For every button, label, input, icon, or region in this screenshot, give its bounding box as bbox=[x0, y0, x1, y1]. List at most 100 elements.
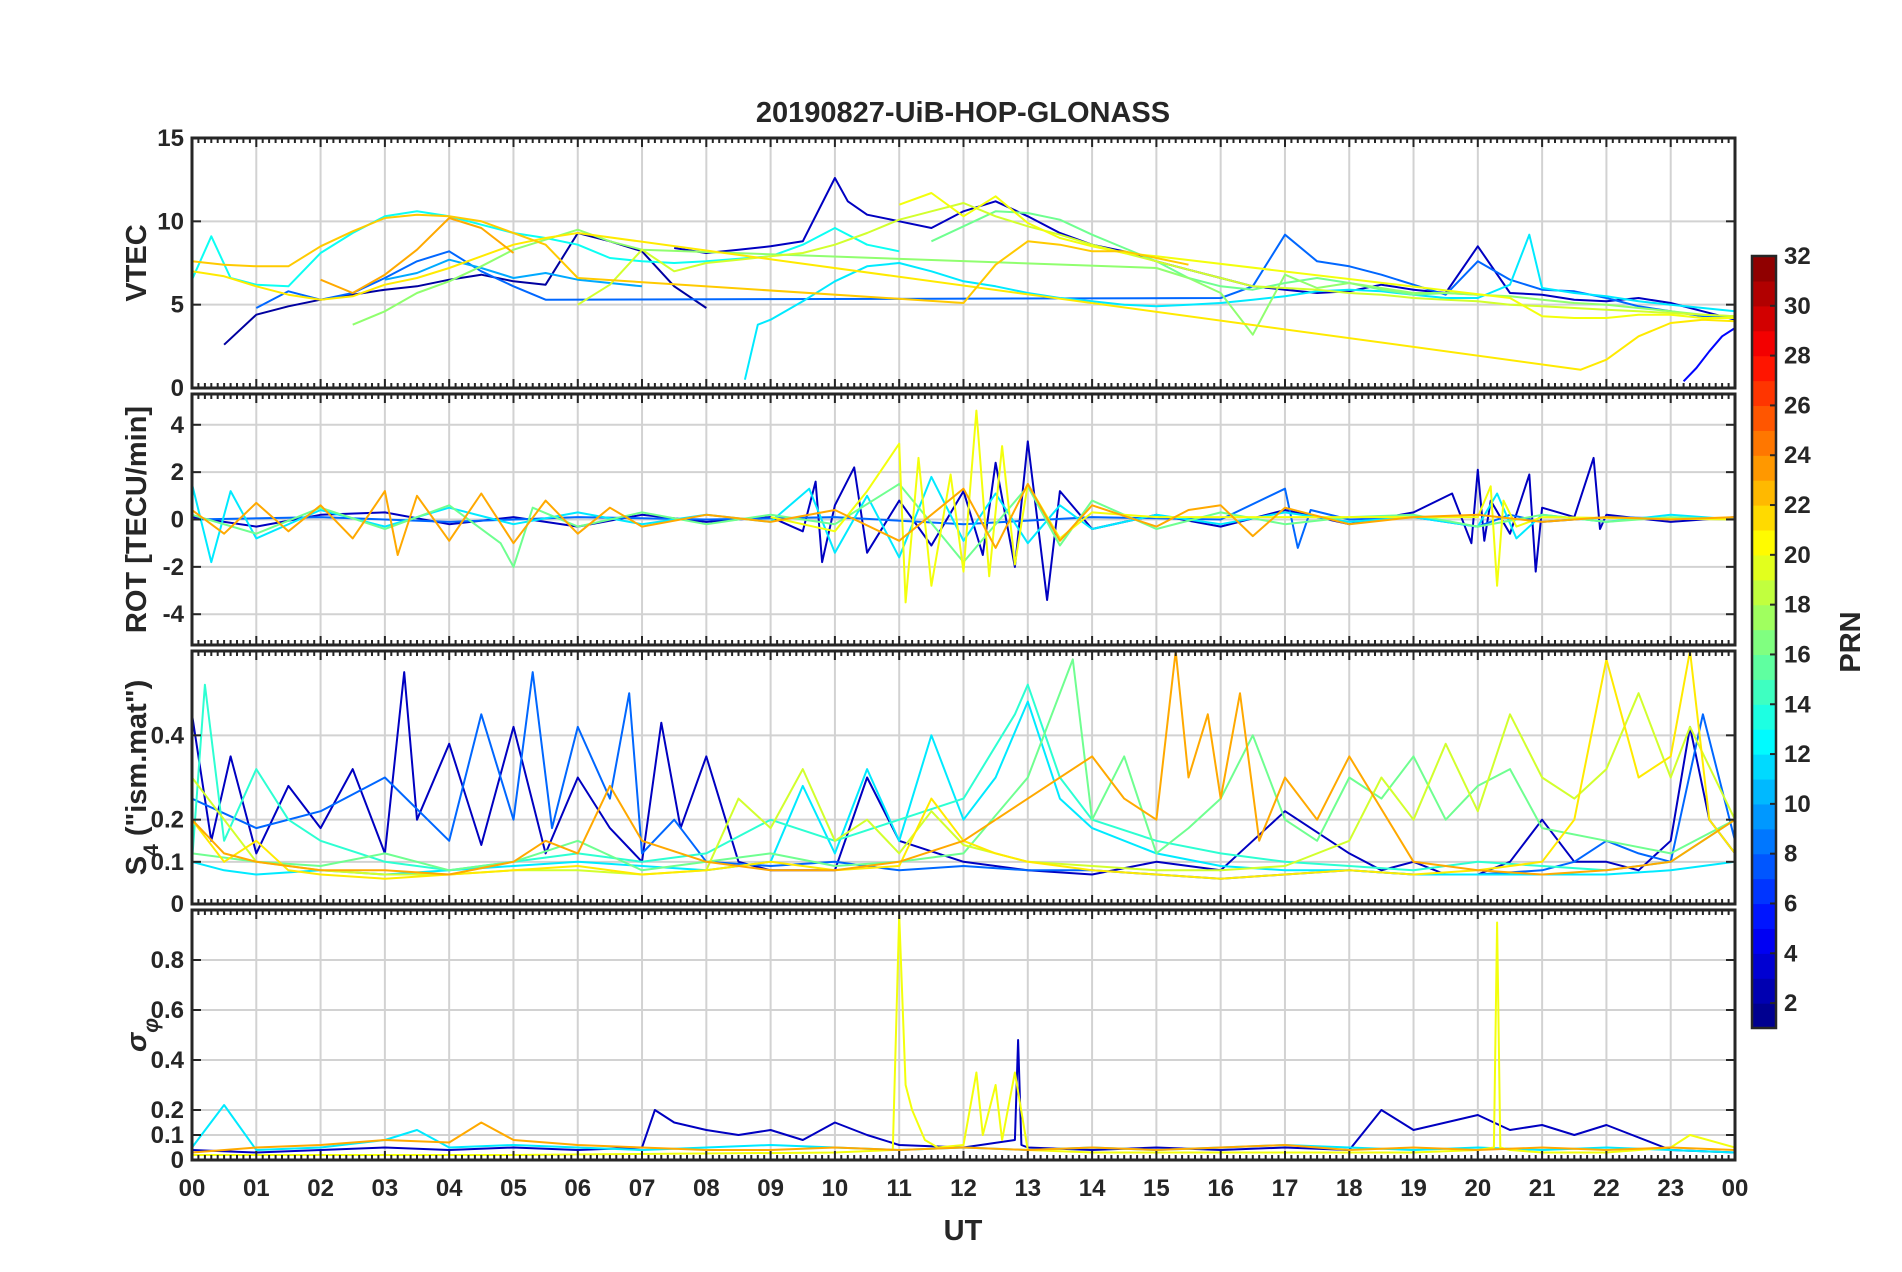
y-tick-label: 2 bbox=[171, 459, 184, 486]
series-line-prn-23 bbox=[192, 483, 1735, 556]
colorbar-segment bbox=[1752, 654, 1776, 680]
x-tick-label: 08 bbox=[693, 1175, 720, 1202]
panel-sigphi: 00.10.2 0.4 0.6 0.8 σφ bbox=[121, 908, 1737, 1174]
colorbar-tick-label: 12 bbox=[1784, 741, 1811, 768]
y-tick-label: 0.8 bbox=[151, 947, 184, 974]
panel-vtec-ticks bbox=[191, 137, 1736, 389]
series-line-prn-5 bbox=[1682, 327, 1735, 382]
panel-rot: -4 -2 0 2 4 ROT [TECU/min] bbox=[121, 392, 1737, 647]
panel-s4-series bbox=[192, 651, 1735, 880]
colorbar-tick-label: 32 bbox=[1784, 243, 1811, 270]
series-line-prn-20 bbox=[770, 409, 1735, 604]
colorbar-segment bbox=[1752, 480, 1776, 506]
y-tick-label: 0.1 bbox=[151, 849, 184, 876]
panel-s4: 0 0.1 0.2 0.4S4 ("ism.mat") bbox=[121, 649, 1737, 918]
colorbar-tick-label: 22 bbox=[1784, 492, 1811, 519]
colorbar-segment bbox=[1752, 853, 1776, 880]
colorbar-label: PRN bbox=[1835, 611, 1867, 672]
chart-title: 20190827-UiB-HOP-GLONASS bbox=[756, 97, 1170, 129]
x-tick-label: 02 bbox=[307, 1175, 334, 1202]
colorbar-tick-label: 10 bbox=[1784, 791, 1811, 818]
colorbar-tick-label: 30 bbox=[1784, 293, 1811, 320]
colorbar-segment bbox=[1752, 729, 1776, 755]
x-minor-ticks bbox=[191, 394, 1736, 645]
colorbar-tick-label: 8 bbox=[1784, 841, 1797, 868]
colorbar-segment bbox=[1752, 529, 1776, 556]
x-axis-label: UT bbox=[944, 1215, 983, 1247]
colorbar-segment bbox=[1752, 330, 1776, 357]
y-tick-label: 0.2 bbox=[151, 807, 184, 834]
panel-sigphi-ticks bbox=[191, 910, 1736, 1161]
x-tick-label: 17 bbox=[1272, 1175, 1299, 1202]
series-line-prn-3 bbox=[192, 1039, 1735, 1154]
series-line-prn-16 bbox=[930, 210, 1478, 296]
series-line-prn-21 bbox=[192, 232, 1735, 371]
x-tick-label: 10 bbox=[822, 1175, 849, 1202]
y-tick-label: 0.4 bbox=[151, 1047, 185, 1074]
panel-rot-ylabel: ROT [TECU/min] bbox=[121, 406, 153, 633]
y-tick-label: 0 bbox=[171, 507, 184, 534]
colorbar-segment bbox=[1752, 679, 1776, 705]
colorbar-tick-label: 18 bbox=[1784, 592, 1811, 619]
colorbar-segment bbox=[1752, 704, 1776, 730]
y-tick-label: 4 bbox=[171, 412, 185, 439]
y-tick-label: 5 bbox=[171, 292, 184, 319]
panel-rot-ticks bbox=[191, 394, 1736, 645]
x-tick-label: 03 bbox=[372, 1175, 399, 1202]
colorbar-segment bbox=[1752, 604, 1776, 631]
y-tick-label: 0 bbox=[171, 891, 184, 918]
x-tick-label: 15 bbox=[1143, 1175, 1170, 1202]
series-line-prn-16 bbox=[192, 483, 1735, 568]
panel-sigphi-ylabel: σφ bbox=[121, 1018, 163, 1052]
panel-rot-grid bbox=[191, 394, 1736, 645]
series-line-prn-23 bbox=[320, 217, 515, 294]
x-tick-label: 09 bbox=[757, 1175, 784, 1202]
colorbar-segment bbox=[1752, 629, 1776, 656]
y-tick-label: 0.2 bbox=[151, 1097, 184, 1124]
colorbar-segment bbox=[1752, 380, 1776, 407]
y-tick-label: -2 bbox=[163, 554, 184, 581]
x-tick-label: 07 bbox=[629, 1175, 656, 1202]
colorbar-segment bbox=[1752, 1003, 1776, 1029]
panel-vtec-ylabel: VTEC bbox=[121, 224, 153, 301]
x-tick-label: 04 bbox=[436, 1175, 463, 1202]
x-minor-ticks bbox=[191, 138, 1736, 388]
colorbar-segment bbox=[1752, 803, 1776, 830]
x-tick-label: 21 bbox=[1529, 1175, 1556, 1202]
colorbar-tick-label: 26 bbox=[1784, 392, 1811, 419]
colorbar-frame bbox=[1750, 254, 1778, 1030]
y-tick-label: 0 bbox=[171, 1147, 184, 1174]
y-tick-label: 0.4 bbox=[151, 722, 185, 749]
x-tick-label: 20 bbox=[1464, 1175, 1491, 1202]
x-tick-label: 00 bbox=[1722, 1175, 1749, 1202]
colorbar-segment bbox=[1752, 953, 1776, 979]
colorbar-segment bbox=[1752, 505, 1776, 531]
colorbar-segment bbox=[1752, 280, 1776, 307]
series-line-prn-22 bbox=[192, 213, 1189, 304]
x-tick-label: 18 bbox=[1336, 1175, 1363, 1202]
colorbar-segment bbox=[1752, 430, 1776, 456]
colorbar-segment bbox=[1752, 256, 1776, 282]
series-line-prn-14 bbox=[192, 683, 1735, 872]
colorbar-segment bbox=[1752, 554, 1776, 581]
y-tick-label: 0.6 bbox=[151, 997, 184, 1024]
series-line-prn-10 bbox=[384, 258, 643, 288]
x-tick-label: 11 bbox=[887, 1175, 912, 1202]
panel-vtec: 0 5 10 15 VTEC bbox=[121, 125, 1737, 402]
x-minor-ticks bbox=[191, 651, 1736, 904]
colorbar-tick-label: 4 bbox=[1784, 940, 1798, 967]
colorbar-segment bbox=[1752, 305, 1776, 332]
colorbar-segment bbox=[1752, 355, 1776, 382]
colorbar-segment bbox=[1752, 903, 1776, 929]
series-line-prn-20 bbox=[898, 192, 1735, 319]
x-tick-label: 13 bbox=[1014, 1175, 1041, 1202]
series-line-prn-23 bbox=[192, 651, 1735, 876]
y-tick-label: 10 bbox=[157, 208, 184, 235]
colorbar-tick-label: 6 bbox=[1784, 890, 1797, 917]
y-tick-label: -4 bbox=[163, 601, 185, 628]
series-line-prn-21 bbox=[192, 651, 1735, 880]
x-minor-ticks bbox=[191, 910, 1736, 1160]
colorbar-tick-label: 16 bbox=[1784, 641, 1811, 668]
